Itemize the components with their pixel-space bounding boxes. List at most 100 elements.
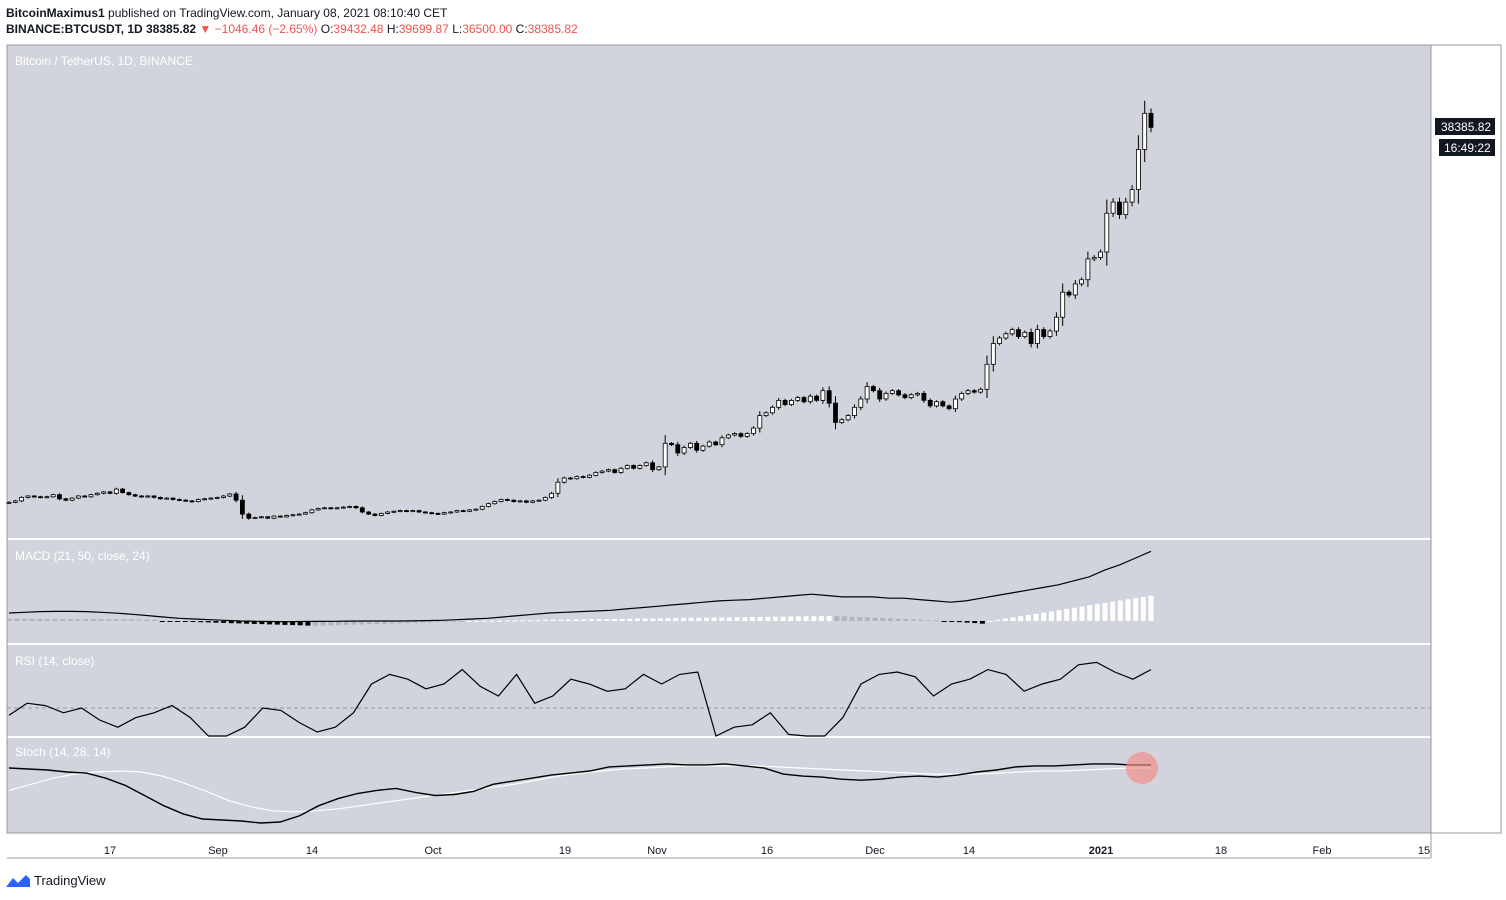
candle (340, 506, 346, 509)
macd-bar (106, 619, 112, 621)
candle (82, 495, 88, 498)
macd-pane[interactable] (7, 540, 1431, 643)
macd-bar (727, 617, 732, 621)
candle (221, 495, 226, 498)
candle (852, 406, 857, 416)
macd-bar (1133, 598, 1139, 621)
candle (416, 510, 422, 513)
macd-bar (98, 619, 104, 621)
macd-tick-3: 0.00 (1441, 616, 1462, 628)
price-tick-2: 35000.00 (1441, 169, 1487, 181)
macd-bar (305, 621, 311, 626)
candle (227, 493, 233, 497)
macd-bar (918, 619, 924, 621)
macd-bar (627, 618, 633, 621)
macd-bar (1025, 615, 1031, 621)
candle (549, 492, 554, 498)
candle (807, 395, 813, 403)
time-axis[interactable]: 17 Sep 14 Oct 19 Nov 16 Dec 14 2021 18 Feb 15 (104, 845, 1430, 857)
low-value: 36500.00 (462, 22, 513, 36)
brand-label: TradingView (34, 873, 106, 888)
macd-bar (1071, 607, 1077, 621)
high-label: H: (386, 22, 399, 36)
candle (877, 390, 883, 400)
price-change: −1046.46 (−2.65%) (214, 22, 318, 36)
macd-bar (803, 616, 809, 621)
candle (1117, 201, 1122, 216)
candle (6, 501, 12, 504)
candle (157, 496, 163, 500)
candle (1009, 329, 1015, 335)
candle (460, 510, 466, 513)
price-pane[interactable] (7, 45, 1431, 538)
price-axis[interactable]: 40000.0037500.0035000.0032500.0030000.00… (1441, 100, 1487, 528)
price-tick-6: 25000.00 (1441, 308, 1487, 320)
stoch-pane[interactable] (7, 738, 1431, 833)
candle (587, 474, 592, 478)
candle (1123, 201, 1129, 216)
author-name[interactable]: BitcoinMaximus1 (6, 6, 105, 20)
candle (44, 496, 50, 499)
candle (57, 494, 62, 500)
footer-brand[interactable]: TradingView (6, 873, 106, 888)
candle (1054, 316, 1059, 332)
macd-bar (887, 618, 893, 621)
candle (151, 495, 157, 498)
candle (1098, 251, 1103, 258)
candle (1022, 331, 1028, 337)
rsi-pane[interactable] (7, 645, 1431, 736)
candle (908, 394, 914, 398)
macd-bar (642, 618, 648, 621)
time-tick-3: Oct (424, 845, 441, 857)
macd-bar (1002, 618, 1008, 621)
candle (763, 412, 769, 416)
macd-bar (987, 621, 993, 622)
macd-bar (489, 620, 495, 622)
time-tick-11: Feb (1313, 845, 1332, 857)
stoch-title: Stoch (14, 28, 14) (15, 745, 110, 759)
candle (517, 500, 523, 503)
candle (902, 394, 908, 398)
candle (643, 462, 649, 466)
candle (183, 499, 189, 502)
macd-bar (435, 621, 441, 623)
macd-bar (497, 620, 502, 622)
candle (864, 386, 870, 400)
candle (839, 419, 845, 423)
macd-bar (788, 616, 794, 621)
candle (593, 472, 599, 476)
candle (915, 392, 920, 396)
close-value: 38385.82 (527, 22, 578, 36)
candle (732, 433, 737, 436)
candle (694, 442, 700, 451)
time-tick-7: Dec (865, 845, 885, 857)
time-tick-12: 15 (1418, 845, 1430, 857)
macd-bar (596, 619, 602, 621)
high-value: 39699.87 (398, 22, 449, 36)
candle (555, 481, 561, 494)
candle (378, 513, 384, 516)
candle (953, 398, 958, 410)
candle (700, 445, 706, 451)
macd-bar (527, 620, 533, 622)
macd-bar (121, 619, 127, 621)
candle (940, 401, 946, 407)
candle (164, 497, 170, 500)
price-tick-0: 40000.00 (1441, 100, 1487, 112)
candle (139, 495, 144, 498)
candle (1110, 201, 1116, 214)
macd-bar (1110, 601, 1116, 621)
candle (88, 494, 94, 498)
candle (845, 415, 851, 421)
macd-bar (282, 621, 288, 625)
macd-bar (673, 618, 679, 621)
macd-bar (742, 617, 748, 621)
macd-bar (167, 621, 173, 622)
ohlc-line: BINANCE:BTCUSDT, 1D 38385.82 ▼ −1046.46 … (6, 22, 578, 36)
candle (1142, 112, 1148, 150)
macd-bar (1033, 613, 1039, 621)
macd-bar (734, 617, 740, 621)
publish-info: published on TradingView.com, January 08… (108, 6, 448, 20)
candle (303, 512, 308, 515)
